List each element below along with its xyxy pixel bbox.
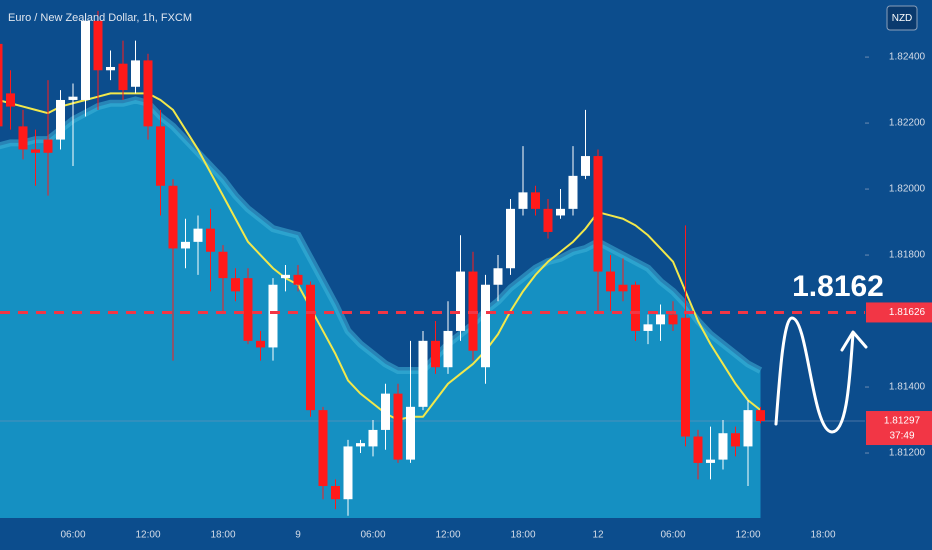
candle-body xyxy=(531,192,540,209)
candle-body xyxy=(443,330,453,368)
x-tick-label: 18:00 xyxy=(210,530,235,541)
x-tick-label: 06:00 xyxy=(660,530,685,541)
candle-body xyxy=(43,139,53,153)
candle-body xyxy=(306,284,315,411)
y-tick-label: 1.81200 xyxy=(889,448,926,459)
currency[interactable]: NZD xyxy=(892,13,913,24)
x-tick-label: 12:00 xyxy=(435,530,460,541)
candle-body xyxy=(168,185,178,249)
x-tick-label: 18:00 xyxy=(810,530,835,541)
candle-body xyxy=(0,43,3,127)
candle-body xyxy=(268,284,278,348)
candle-body xyxy=(106,66,115,71)
candle-body xyxy=(68,96,78,100)
drawn-arrowhead xyxy=(840,330,868,352)
x-tick-label: 06:00 xyxy=(60,530,85,541)
candle-body xyxy=(556,208,565,216)
candle-body xyxy=(631,284,640,331)
candle-body xyxy=(406,406,415,460)
candle-body xyxy=(756,410,765,422)
y-tick-label: 1.82200 xyxy=(889,118,926,129)
candle-body xyxy=(181,241,190,249)
candle-body xyxy=(606,271,615,292)
candle-body xyxy=(506,208,515,269)
y-tick-label: 1.82400 xyxy=(889,52,926,63)
candle-body xyxy=(231,278,240,292)
candle-body xyxy=(156,126,165,186)
x-tick-label: 06:00 xyxy=(360,530,385,541)
area-fill xyxy=(0,99,761,518)
candle-body xyxy=(481,284,490,368)
candle-body xyxy=(743,410,753,447)
moving-average xyxy=(0,92,762,422)
plot-area xyxy=(0,10,865,518)
candle-body xyxy=(381,393,390,430)
x-tick-label: 12:00 xyxy=(135,530,160,541)
candle-body xyxy=(543,208,553,232)
candle-body xyxy=(681,317,690,437)
candle-body xyxy=(418,340,428,407)
drawn-wave xyxy=(774,316,855,434)
y-tick-label: 1.82000 xyxy=(889,184,926,195)
annotation: 1.8162 xyxy=(792,270,884,303)
candle-body xyxy=(31,149,40,153)
candle-body xyxy=(581,156,590,176)
candle-body xyxy=(593,156,603,272)
candle-body xyxy=(143,60,153,127)
candle-body xyxy=(56,99,65,140)
candle-body xyxy=(131,60,140,87)
candle-body xyxy=(318,410,328,487)
candle-body xyxy=(343,446,353,500)
candle-body xyxy=(6,93,15,107)
candle-body xyxy=(431,340,440,368)
candle-body xyxy=(618,284,628,292)
price-line-label: 1.81626 xyxy=(889,307,926,318)
countdown: 37:49 xyxy=(889,431,914,442)
y-tick-label: 1.81400 xyxy=(889,382,926,393)
candle-body xyxy=(568,175,578,209)
candle-body xyxy=(193,228,203,242)
last-price-box xyxy=(866,411,932,446)
area-edge xyxy=(0,96,763,375)
candle-body xyxy=(668,314,678,325)
y-tick-label: 1.81800 xyxy=(889,250,926,261)
candle-body xyxy=(18,126,28,150)
x-tick-label: 12 xyxy=(592,530,604,541)
candle-body xyxy=(643,324,653,331)
candle-body xyxy=(256,340,265,348)
candle-body xyxy=(456,271,465,331)
candle-body xyxy=(693,436,703,463)
chart-title: Euro / New Zealand Dollar, 1h, FXCM xyxy=(8,12,192,24)
candle-body xyxy=(206,228,215,252)
candle-body xyxy=(518,192,528,209)
candle-body xyxy=(493,268,503,285)
x-tick-label: 9 xyxy=(295,530,301,541)
candle-body xyxy=(356,443,365,447)
x-tick-label: 18:00 xyxy=(510,530,535,541)
candle-body xyxy=(93,20,103,71)
candle-body xyxy=(718,433,728,460)
candle-body xyxy=(368,429,378,447)
candle-body xyxy=(656,314,665,325)
x-tick-label: 12:00 xyxy=(735,530,760,541)
currency-box[interactable] xyxy=(886,5,918,31)
last-price-label: 1.81297 xyxy=(884,416,921,427)
candle-body xyxy=(731,433,740,447)
candle-body xyxy=(706,459,715,463)
candle-body xyxy=(393,393,403,460)
price-line-box xyxy=(866,302,932,323)
candle-body xyxy=(281,274,290,279)
candle-body xyxy=(331,486,340,500)
candle-body xyxy=(218,251,228,279)
candle-body xyxy=(243,278,253,341)
candle-body xyxy=(118,63,128,91)
candle-body xyxy=(81,20,90,100)
candle-body xyxy=(293,274,303,285)
